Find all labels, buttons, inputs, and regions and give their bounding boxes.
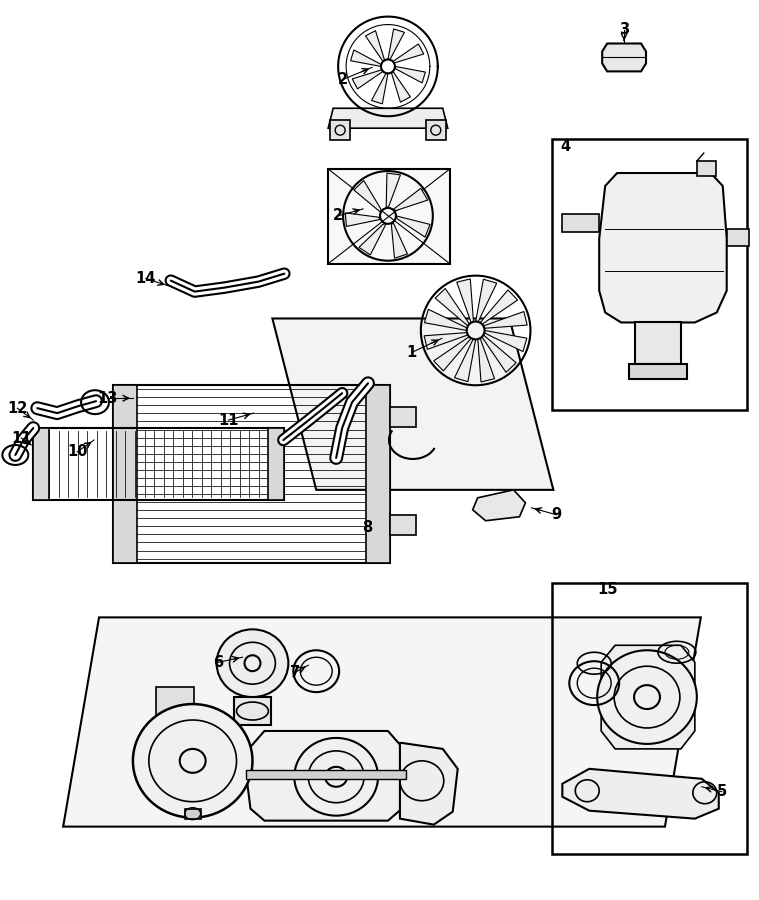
Polygon shape — [482, 335, 516, 373]
Bar — [635, 322, 681, 364]
Polygon shape — [562, 769, 719, 819]
Bar — [113, 385, 390, 562]
Polygon shape — [386, 173, 401, 208]
Text: 3: 3 — [619, 22, 629, 37]
Bar — [328, 169, 450, 264]
Polygon shape — [601, 645, 694, 749]
Bar — [726, 229, 748, 246]
Polygon shape — [473, 490, 525, 521]
Text: 2: 2 — [338, 72, 348, 87]
Ellipse shape — [216, 629, 288, 698]
Polygon shape — [352, 70, 383, 89]
Text: 14: 14 — [136, 271, 156, 286]
Polygon shape — [435, 289, 469, 326]
Polygon shape — [424, 310, 467, 330]
Polygon shape — [476, 279, 497, 322]
Bar — [269, 428, 285, 500]
Text: 13: 13 — [98, 391, 118, 406]
Text: 9: 9 — [551, 508, 562, 522]
Text: 7: 7 — [290, 665, 301, 680]
Bar — [113, 385, 137, 562]
Polygon shape — [272, 319, 553, 490]
Polygon shape — [388, 29, 405, 59]
Ellipse shape — [597, 651, 697, 744]
Polygon shape — [400, 742, 458, 824]
Ellipse shape — [133, 704, 253, 817]
Polygon shape — [354, 181, 381, 212]
Text: 8: 8 — [362, 520, 372, 536]
Text: 10: 10 — [67, 445, 87, 460]
Bar — [629, 364, 687, 379]
Bar — [562, 214, 599, 232]
Bar — [553, 140, 747, 410]
Polygon shape — [484, 330, 527, 352]
Bar — [33, 428, 49, 500]
Polygon shape — [371, 73, 388, 104]
Polygon shape — [396, 216, 430, 237]
Polygon shape — [433, 337, 471, 371]
Polygon shape — [393, 44, 424, 63]
Bar — [366, 385, 390, 562]
Bar — [247, 770, 406, 778]
Polygon shape — [392, 222, 408, 258]
Bar — [184, 809, 200, 819]
Text: 11: 11 — [11, 430, 32, 446]
Bar — [33, 428, 285, 500]
Text: 15: 15 — [597, 582, 617, 597]
Polygon shape — [599, 173, 726, 322]
Bar — [156, 687, 194, 715]
Text: 4: 4 — [560, 139, 570, 154]
Polygon shape — [390, 407, 416, 428]
Text: 11: 11 — [219, 412, 239, 427]
Polygon shape — [483, 311, 528, 328]
Polygon shape — [359, 223, 386, 255]
Polygon shape — [345, 212, 381, 227]
Polygon shape — [392, 71, 411, 103]
Text: 2: 2 — [333, 209, 343, 223]
Polygon shape — [424, 333, 468, 349]
Bar — [330, 121, 350, 140]
Polygon shape — [247, 731, 406, 821]
Text: 12: 12 — [7, 400, 27, 416]
Polygon shape — [478, 338, 495, 382]
Text: 1: 1 — [407, 345, 417, 360]
Bar — [553, 582, 747, 853]
Polygon shape — [351, 50, 381, 67]
Polygon shape — [602, 43, 646, 71]
Polygon shape — [393, 188, 428, 211]
Polygon shape — [480, 290, 518, 324]
Text: 5: 5 — [716, 784, 727, 799]
Polygon shape — [366, 31, 385, 61]
Bar — [697, 161, 716, 176]
Polygon shape — [395, 67, 425, 83]
Bar — [426, 121, 446, 140]
Polygon shape — [390, 515, 416, 535]
Polygon shape — [328, 108, 448, 128]
Text: 6: 6 — [213, 654, 224, 670]
Polygon shape — [455, 339, 476, 382]
Bar — [234, 698, 272, 725]
Polygon shape — [63, 617, 701, 826]
Polygon shape — [457, 279, 474, 323]
